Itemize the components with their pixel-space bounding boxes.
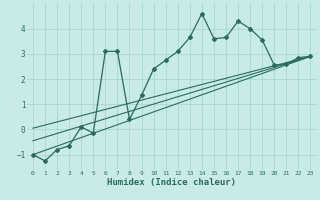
X-axis label: Humidex (Indice chaleur): Humidex (Indice chaleur) bbox=[107, 178, 236, 187]
